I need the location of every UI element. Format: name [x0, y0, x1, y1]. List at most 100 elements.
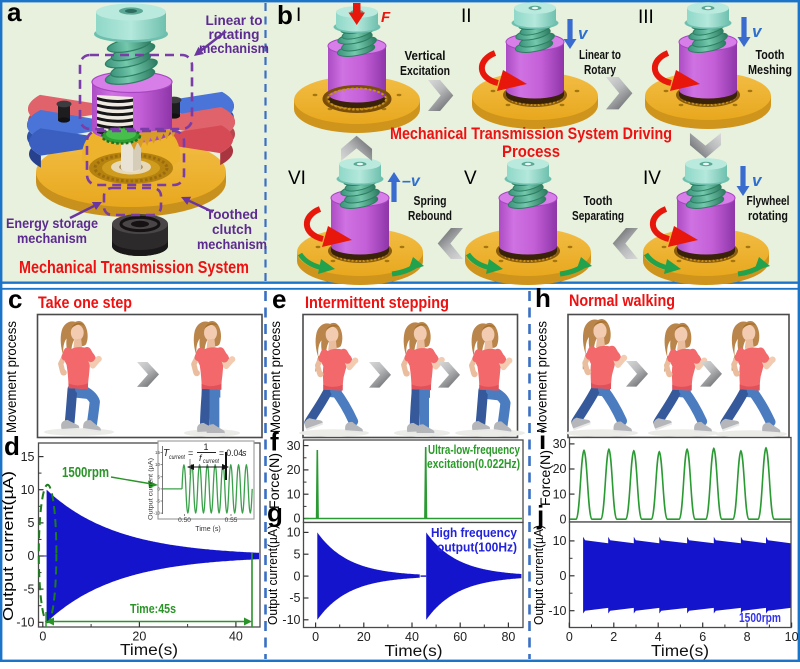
svg-text:Time(s): Time(s): [120, 642, 178, 659]
svg-text:0: 0: [28, 549, 35, 563]
svg-text:Mechanical Transmission System: Mechanical Transmission System: [19, 257, 249, 277]
svg-text:5: 5: [294, 547, 301, 561]
svg-text:current: current: [169, 455, 185, 461]
svg-text:excitation(0.022Hz): excitation(0.022Hz): [427, 457, 520, 471]
svg-text:Force(N): Force(N): [538, 450, 553, 506]
svg-text:20: 20: [553, 462, 567, 476]
svg-text:V: V: [464, 168, 477, 189]
svg-text:40: 40: [405, 630, 419, 644]
svg-text:b: b: [277, 0, 293, 30]
svg-text:output(100Hz): output(100Hz): [437, 541, 517, 555]
svg-text:-10: -10: [153, 511, 160, 516]
svg-text:6: 6: [699, 630, 706, 644]
svg-text:0.50: 0.50: [178, 517, 191, 524]
svg-text:I: I: [296, 5, 301, 26]
svg-text:rotating: rotating: [748, 208, 788, 223]
svg-text:5: 5: [28, 516, 35, 530]
svg-text:Normal walking: Normal walking: [569, 292, 675, 310]
svg-text:d: d: [4, 431, 20, 461]
svg-text:v: v: [578, 24, 589, 43]
svg-text:Tooth: Tooth: [756, 47, 785, 62]
svg-text:20: 20: [287, 463, 301, 477]
svg-text:Time(s): Time(s): [385, 643, 443, 660]
svg-text:h: h: [535, 283, 551, 313]
svg-text:Meshing: Meshing: [748, 62, 792, 77]
svg-text:f: f: [199, 453, 203, 463]
svg-text:Process: Process: [502, 142, 560, 161]
svg-text:80: 80: [501, 630, 515, 644]
svg-text:20: 20: [132, 630, 146, 644]
svg-text:1: 1: [203, 442, 208, 452]
svg-text:0: 0: [294, 512, 301, 526]
svg-text:30: 30: [553, 437, 567, 451]
svg-text:2: 2: [610, 630, 617, 644]
svg-text:a: a: [7, 0, 22, 27]
svg-text:g: g: [267, 498, 283, 528]
svg-text:10: 10: [785, 630, 799, 644]
svg-text:High frequency: High frequency: [431, 526, 517, 540]
svg-text:Output current(µA): Output current(µA): [1, 471, 17, 621]
svg-text:Linear to: Linear to: [206, 13, 263, 28]
svg-text:8: 8: [744, 630, 751, 644]
svg-text:Ultra-low-frequency: Ultra-low-frequency: [428, 443, 520, 457]
svg-text:–v: –v: [402, 173, 421, 190]
svg-text:Energy storage: Energy storage: [6, 216, 98, 231]
svg-text:v: v: [752, 171, 763, 190]
svg-text:0: 0: [560, 512, 567, 526]
svg-text:III: III: [638, 7, 654, 28]
svg-text:-10: -10: [548, 604, 566, 618]
svg-text:Mechanical Transmission System: Mechanical Transmission System Driving: [390, 124, 672, 143]
svg-text:30: 30: [287, 439, 301, 453]
svg-text:0: 0: [566, 630, 573, 644]
svg-text:10: 10: [155, 462, 161, 467]
svg-text:j: j: [536, 500, 544, 530]
svg-text:s: s: [242, 448, 247, 458]
svg-text:Output current(µA): Output current(µA): [265, 525, 280, 625]
svg-text:i: i: [539, 425, 546, 455]
svg-text:60: 60: [453, 630, 467, 644]
svg-text:5: 5: [157, 474, 160, 479]
svg-text:clutch: clutch: [212, 222, 252, 237]
svg-text:20: 20: [357, 630, 371, 644]
svg-text:v: v: [752, 22, 763, 41]
svg-text:Intermittent stepping: Intermittent stepping: [305, 294, 449, 312]
svg-text:e: e: [272, 284, 286, 314]
svg-text:0: 0: [39, 630, 46, 644]
svg-text:Movement process: Movement process: [4, 321, 19, 433]
svg-text:Output current(µA): Output current(µA): [531, 525, 546, 625]
svg-text:Linear to: Linear to: [579, 47, 621, 62]
svg-text:Force(N): Force(N): [267, 453, 282, 509]
svg-text:40: 40: [229, 630, 243, 644]
svg-text:f: f: [270, 427, 279, 457]
svg-text:0: 0: [560, 569, 567, 583]
svg-text:T: T: [163, 448, 170, 459]
svg-text:mechanism: mechanism: [199, 41, 269, 56]
svg-text:10: 10: [553, 534, 567, 548]
svg-text:Movement process: Movement process: [268, 321, 283, 433]
svg-text:Time(s): Time(s): [651, 643, 709, 660]
svg-text:0: 0: [294, 569, 301, 583]
svg-text:-10: -10: [16, 616, 34, 630]
svg-text:Time (s): Time (s): [195, 526, 220, 533]
svg-text:-5: -5: [23, 582, 34, 596]
svg-text:-5: -5: [289, 591, 300, 605]
svg-text:Vertical: Vertical: [405, 48, 446, 63]
svg-text:II: II: [461, 6, 472, 27]
svg-text:Tooth: Tooth: [584, 193, 613, 208]
svg-text:mechanism: mechanism: [197, 237, 267, 252]
svg-text:=: =: [188, 448, 193, 458]
svg-text:10: 10: [21, 483, 35, 497]
svg-text:10: 10: [287, 487, 301, 501]
svg-text:0: 0: [312, 630, 319, 644]
svg-text:rotating: rotating: [209, 27, 260, 42]
svg-text:0: 0: [157, 486, 160, 491]
svg-text:-5: -5: [156, 499, 160, 504]
svg-text:1500rpm: 1500rpm: [62, 465, 109, 481]
svg-text:Separating: Separating: [572, 208, 624, 223]
svg-text:IV: IV: [643, 168, 661, 189]
svg-text:Excitation: Excitation: [400, 63, 450, 78]
svg-text:Spring: Spring: [414, 193, 447, 208]
svg-text:c: c: [8, 284, 22, 314]
svg-text:Output current (µA): Output current (µA): [149, 458, 155, 520]
svg-text:-10: -10: [282, 613, 300, 627]
